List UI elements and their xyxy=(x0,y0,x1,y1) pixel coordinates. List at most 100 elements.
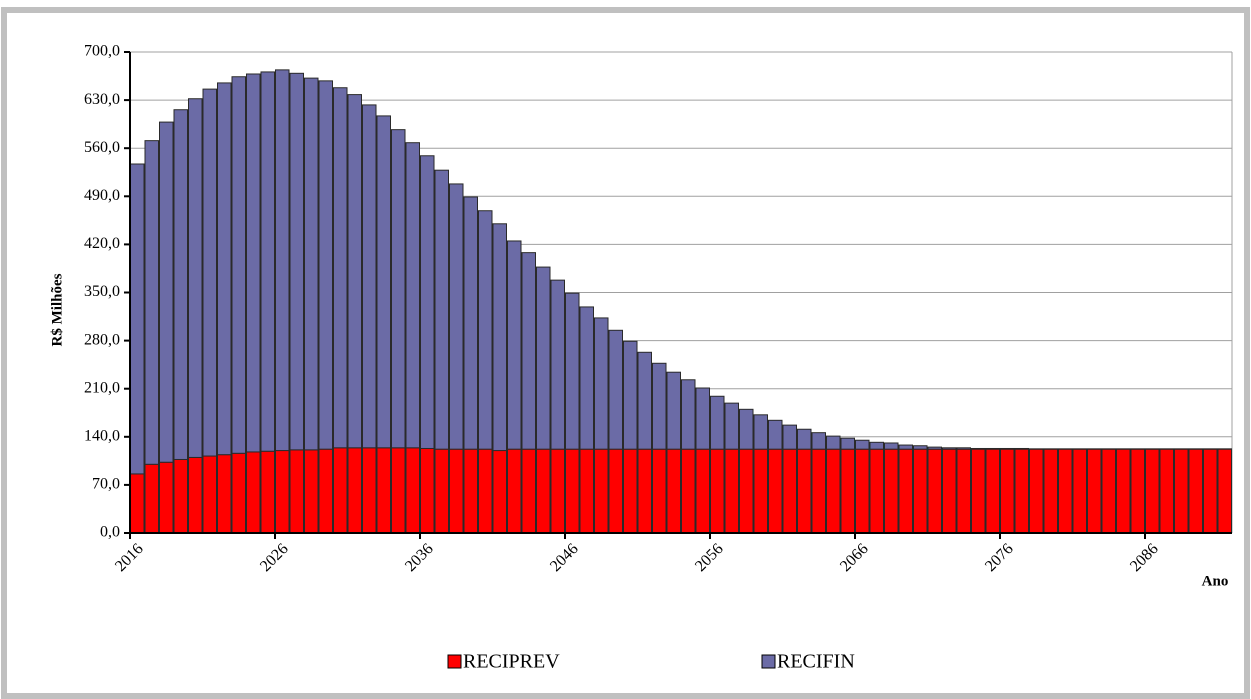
y-tick-label: 70,0 xyxy=(92,476,120,493)
bar-segment xyxy=(623,448,638,534)
bar-segment xyxy=(347,94,362,449)
bar-segment xyxy=(710,395,725,450)
bar-segment xyxy=(565,292,580,450)
bar-segment xyxy=(826,448,841,534)
bar-segment xyxy=(695,387,710,450)
bar-segment xyxy=(391,447,406,534)
bar-segment xyxy=(144,463,159,534)
bar-segment xyxy=(840,448,855,534)
bar-segment xyxy=(420,155,435,449)
y-tick-label: 700,0 xyxy=(84,43,120,60)
bar-segment xyxy=(376,447,391,534)
bar-segment xyxy=(739,448,754,534)
bar-segment xyxy=(1130,448,1145,534)
bar-segment xyxy=(637,351,652,450)
bar-segment xyxy=(913,448,928,534)
bar-segment xyxy=(405,447,420,534)
bar-segment xyxy=(304,77,319,451)
bar-segment xyxy=(521,448,536,534)
bar-segment xyxy=(550,279,565,450)
bar-segment xyxy=(753,448,768,534)
bar-segment xyxy=(217,454,232,534)
y-tick-label: 140,0 xyxy=(84,427,120,444)
bar-segment xyxy=(231,76,246,454)
bar-segment xyxy=(260,450,275,534)
x-axis-label: Ano xyxy=(1202,573,1229,589)
bar-segment xyxy=(231,452,246,534)
bar-segment xyxy=(1174,448,1189,534)
bar-segment xyxy=(710,448,725,534)
bar-segment xyxy=(768,448,783,534)
bar-segment xyxy=(318,80,333,450)
bar-segment xyxy=(144,140,159,465)
bar-segment xyxy=(202,88,217,457)
bar-segment xyxy=(855,448,870,534)
bar-segment xyxy=(420,447,435,534)
bar-segment xyxy=(434,169,449,450)
bar-segment xyxy=(449,448,464,534)
bar-segment xyxy=(782,448,797,534)
bar-segment xyxy=(536,448,551,534)
bar-segment xyxy=(739,408,754,450)
bar-segment xyxy=(826,435,841,450)
y-tick-label: 350,0 xyxy=(84,283,120,300)
bar-segment xyxy=(840,437,855,450)
bar-segment xyxy=(1000,448,1015,534)
bar-segment xyxy=(521,252,536,450)
bar-segment xyxy=(492,223,507,452)
bar-segment xyxy=(362,447,377,534)
y-tick-label: 210,0 xyxy=(84,379,120,396)
bar-segment xyxy=(173,458,188,534)
bar-segment xyxy=(927,446,942,450)
bar-segment xyxy=(550,448,565,534)
bar-segment xyxy=(492,450,507,534)
y-tick-label: 0,0 xyxy=(100,524,120,541)
bar-segment xyxy=(1072,448,1087,534)
bar-segment xyxy=(971,447,986,450)
bar-segment xyxy=(797,428,812,450)
bar-segment xyxy=(811,432,826,450)
bar-segment xyxy=(130,473,145,534)
bar-segment xyxy=(594,317,609,450)
bar-segment xyxy=(884,442,899,450)
bar-segment xyxy=(724,448,739,534)
legend-swatch xyxy=(447,654,462,669)
bar-segment xyxy=(202,455,217,534)
bar-segment xyxy=(869,448,884,534)
bar-segment xyxy=(1043,448,1058,534)
bar-segment xyxy=(217,82,232,456)
bar-segment xyxy=(681,448,696,534)
bar-segment xyxy=(1087,448,1102,534)
bar-segment xyxy=(797,448,812,534)
bar-segment xyxy=(985,448,1000,534)
bar-segment xyxy=(391,129,406,449)
bar-segment xyxy=(1217,448,1232,534)
bar-segment xyxy=(260,71,275,452)
bar-segment xyxy=(318,448,333,534)
bar-segment xyxy=(579,448,594,534)
bar-segment xyxy=(333,87,348,449)
y-tick-label: 490,0 xyxy=(84,187,120,204)
bar-segment xyxy=(579,306,594,450)
bar-segment xyxy=(130,163,145,475)
bar-segment xyxy=(898,448,913,534)
bar-segment xyxy=(173,109,188,460)
bar-segment xyxy=(275,450,290,534)
bar-segment xyxy=(478,210,493,450)
bar-segment xyxy=(637,448,652,534)
bar-segment xyxy=(985,447,1000,450)
bar-segment xyxy=(1058,448,1073,534)
bar-segment xyxy=(188,456,203,534)
legend-label: RECIFIN xyxy=(777,651,855,673)
bar-segment xyxy=(1000,447,1015,450)
bar-segment xyxy=(449,183,464,450)
bar-segment xyxy=(1145,448,1160,534)
bar-segment xyxy=(753,414,768,450)
bar-segment xyxy=(434,448,449,534)
bar-segment xyxy=(1188,448,1203,534)
bar-segment xyxy=(608,329,623,450)
bar-segment xyxy=(507,240,522,450)
y-tick-label: 420,0 xyxy=(84,235,120,252)
bar-segment xyxy=(304,449,319,534)
bar-segment xyxy=(811,448,826,534)
